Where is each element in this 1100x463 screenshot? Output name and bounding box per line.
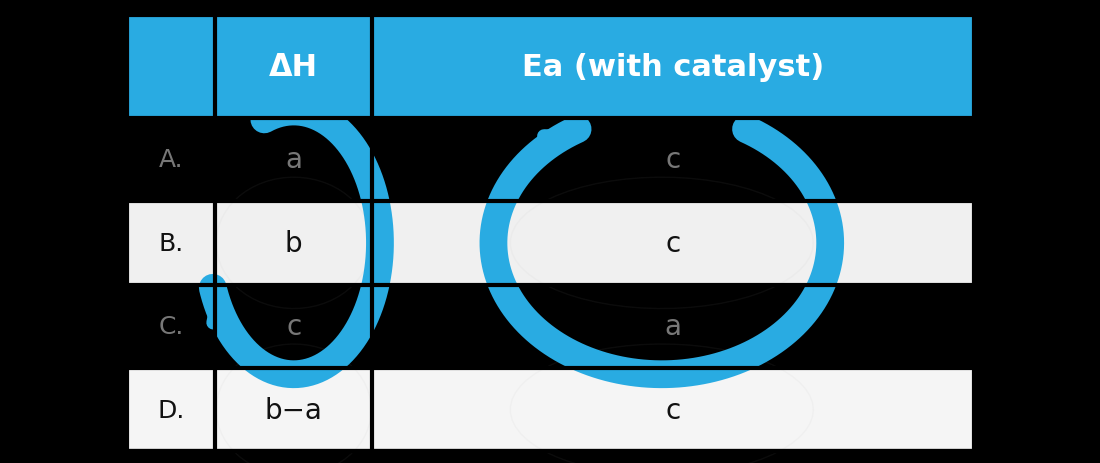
Bar	[126, 202, 974, 285]
Text: c: c	[286, 313, 301, 341]
Text: A.: A.	[158, 148, 184, 172]
Text: Ea (with catalyst): Ea (with catalyst)	[521, 53, 824, 82]
Text: b−a: b−a	[265, 396, 322, 424]
Bar	[126, 285, 974, 368]
Text: C.: C.	[158, 314, 184, 338]
Text: B.: B.	[158, 232, 184, 255]
Bar	[126, 119, 974, 202]
Text: b: b	[285, 229, 303, 257]
Text: ΔH: ΔH	[270, 53, 318, 82]
Text: a: a	[664, 313, 681, 341]
Bar	[126, 16, 974, 119]
Text: c: c	[666, 396, 681, 424]
Bar	[126, 368, 974, 451]
Bar	[126, 16, 974, 451]
Text: c: c	[666, 146, 681, 174]
Text: D.: D.	[157, 398, 185, 422]
Text: c: c	[666, 229, 681, 257]
Text: a: a	[285, 146, 303, 174]
